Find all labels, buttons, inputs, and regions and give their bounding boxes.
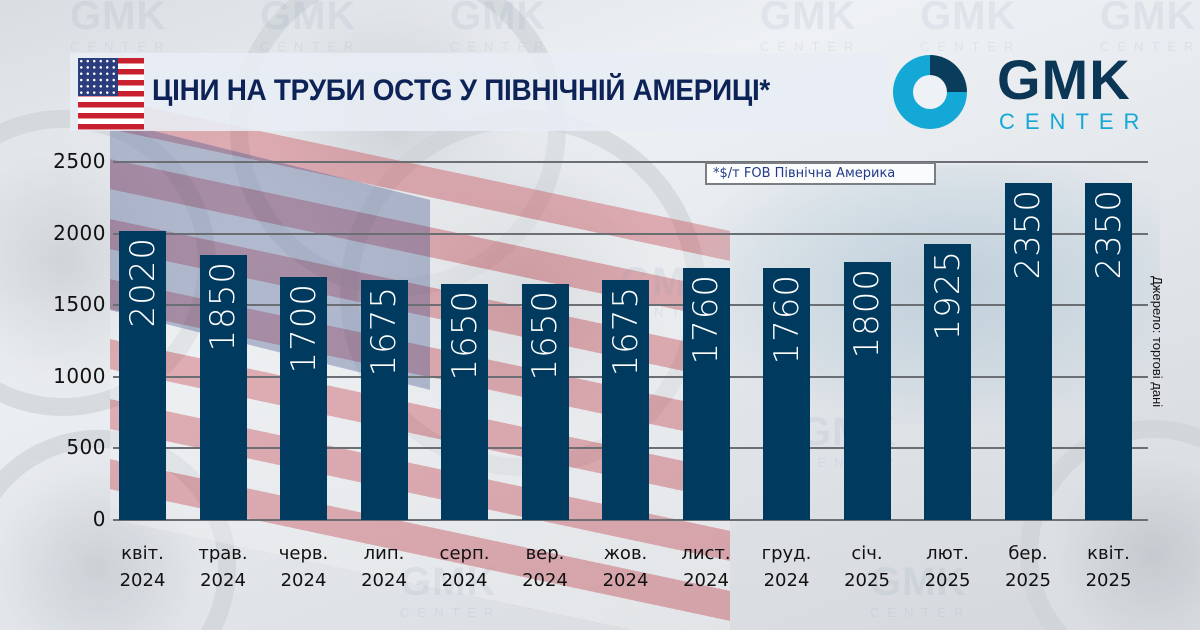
x-tick-month: бер. [1008,543,1048,564]
logo-subtitle: CENTER [999,109,1150,134]
x-tick-label: груд. 2024 [747,540,827,594]
y-tick-label: 0 [92,507,106,531]
bar: 1700 [280,276,327,520]
bar-value-label: 1850 [203,261,243,352]
x-tick-year: 2024 [683,570,729,591]
bar: 1925 [924,244,971,520]
x-tick-year: 2025 [1085,570,1132,591]
x-tick-year: 2024 [441,570,488,591]
bar-value-label: 1760 [686,273,726,365]
x-tick-year: 2024 [522,570,568,591]
x-tick-label: вер. 2024 [505,540,585,594]
gridline [113,232,1148,235]
bar: 1760 [682,267,730,520]
x-tick-month: трав. [198,543,248,564]
bar-value-label: 2350 [1088,189,1129,280]
gridline [113,161,1148,163]
unit-note: *$/т FOB Північна Америка [705,162,936,185]
x-tick-label: серп. 2024 [425,540,505,594]
us-flag-icon [78,58,144,130]
x-tick-month: груд. [761,543,812,564]
x-tick-label: квіт. 2024 [103,540,183,594]
x-tick-month: серп. [439,543,490,564]
x-tick-year: 2024 [119,570,166,591]
bar-value-label: 1760 [766,273,807,365]
x-tick-year: 2024 [602,570,649,591]
bar: 1760 [763,267,810,520]
logo-wordmark: GMK [997,48,1131,111]
x-tick-month: лют. [926,543,969,564]
bar: 1650 [441,283,488,520]
x-tick-label: жов. 2024 [586,540,666,594]
gmk-center-logo: GMK CENTER [893,48,1153,135]
bar: 1850 [199,255,247,520]
x-tick-month: черв. [278,543,329,564]
bar-value-label: 1800 [847,268,887,359]
x-tick-month: лист. [681,543,731,564]
x-tick-year: 2024 [200,570,246,591]
flag-canton [78,58,118,96]
x-tick-month: квіт. [121,543,164,564]
x-tick-label: трав. 2024 [183,540,263,594]
bar-value-label: 1925 [927,250,968,341]
x-tick-label: лип. 2024 [344,540,424,594]
x-tick-year: 2024 [280,570,327,591]
x-tick-month: вер. [525,543,565,564]
x-tick-label: лют. 2025 [908,540,988,594]
y-tick-label: 2500 [53,149,106,173]
x-tick-year: 2024 [763,570,810,591]
title-band [70,53,886,131]
x-tick-year: 2024 [361,570,407,591]
x-tick-month: квіт. [1087,543,1130,564]
x-tick-year: 2025 [844,570,890,591]
chart-title: ЦІНИ НА ТРУБИ OCTG У ПІВНІЧНІЙ АМЕРИЦІ* [152,74,771,107]
bar: 2350 [1004,183,1052,520]
bar-value-label: 1650 [525,289,565,381]
bar: 2350 [1085,183,1132,520]
bar: 2020 [119,230,166,520]
x-tick-label: бер. 2025 [988,540,1068,594]
x-tick-year: 2025 [924,570,971,591]
source-label: Джерело: торгові дані [1150,276,1165,408]
y-tick-label: 2000 [53,220,106,245]
bar-value-label: 1700 [283,282,324,374]
bar: 1675 [360,280,408,520]
logo-ring-icon [893,55,967,129]
bar-value-label: 1650 [444,289,485,381]
x-tick-month: лип. [363,543,405,564]
bar-value-label: 2350 [1008,189,1048,280]
x-tick-label: січ. 2025 [827,540,907,594]
x-tick-label: черв. 2024 [264,540,344,594]
x-tick-month: січ. [851,543,883,564]
bar-value-label: 2020 [122,236,163,328]
y-tick-label: 500 [66,435,106,460]
x-tick-label: квіт. 2025 [1069,540,1149,594]
x-tick-year: 2025 [1005,570,1051,591]
bar-value-label: 1675 [605,286,646,377]
bar: 1800 [843,262,891,520]
bar: 1675 [602,280,649,520]
bar-value-label: 1675 [364,286,404,377]
y-tick-label: 1500 [53,292,106,317]
y-tick-label: 1000 [53,363,106,388]
bar: 1650 [521,283,569,520]
x-tick-label: лист. 2024 [666,540,746,594]
gridline [113,519,1148,521]
x-tick-month: жов. [603,543,648,564]
